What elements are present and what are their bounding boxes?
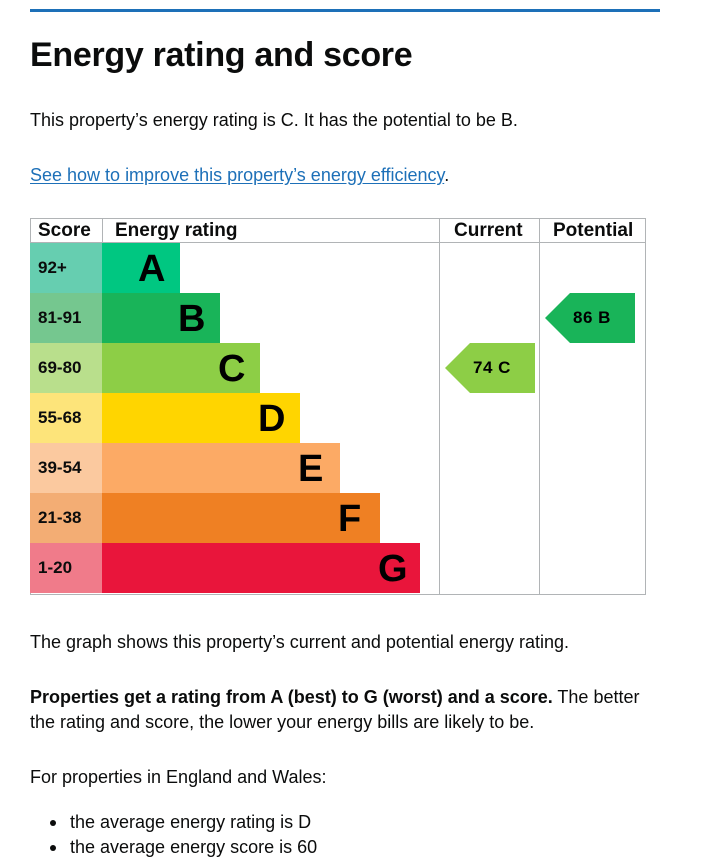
potential-arrow-shape [545, 293, 635, 343]
region-intro: For properties in England and Wales: [30, 767, 327, 787]
rating-explanation-line2: the rating and score, the lower your ene… [30, 712, 535, 732]
band-row-f: 21-38 F [30, 493, 439, 543]
band-row-g: 1-20 G [30, 543, 439, 593]
header-divider-score [102, 218, 103, 243]
band-bar-c [102, 343, 260, 393]
header-energy-rating: Energy rating [115, 220, 238, 241]
divider-potential [539, 218, 540, 594]
band-score-c: 69-80 [30, 343, 102, 393]
band-score-b: 81-91 [30, 293, 102, 343]
band-letter-f: F [338, 498, 362, 540]
page-title: Energy rating and score [30, 36, 413, 74]
band-letter-a: A [138, 248, 166, 290]
graph-note: The graph shows this property’s current … [30, 632, 569, 652]
band-score-d: 55-68 [30, 393, 102, 443]
header-current: Current [454, 220, 523, 241]
band-letter-d: D [258, 398, 286, 440]
bullet-icon [50, 845, 56, 851]
band-bar-a [102, 243, 180, 293]
bullet-text-score: the average energy score is 60 [70, 837, 318, 857]
rating-explanation-rest: The better [552, 687, 640, 707]
bullet-icon [50, 820, 56, 826]
energy-rating-chart: Score Energy rating Current Potential 92… [30, 218, 646, 595]
rating-explanation-bold: Properties get a rating from A (best) to… [30, 687, 553, 707]
rating-summary: This property’s energy rating is C. It h… [30, 110, 518, 130]
header-underline [30, 242, 645, 243]
band-bar-f [102, 493, 380, 543]
header-potential: Potential [553, 220, 634, 241]
band-score-f: 21-38 [30, 493, 102, 543]
band-score-e: 39-54 [30, 443, 102, 493]
current-arrow-shape [445, 343, 535, 393]
average-stats-list: the average energy rating is D the avera… [30, 810, 317, 860]
section-top-rule [30, 9, 660, 12]
band-row-d: 55-68 D [30, 393, 439, 443]
potential-rating-arrow: 86 B [545, 293, 635, 343]
list-item: the average energy rating is D [30, 810, 317, 835]
band-letter-e: E [298, 448, 324, 490]
band-bar-g [102, 543, 420, 593]
band-row-a: 92+ A [30, 243, 439, 293]
band-letter-g: G [378, 548, 408, 590]
band-bar-e [102, 443, 340, 493]
band-bar-d [102, 393, 300, 443]
divider-current [439, 218, 440, 594]
link-suffix: . [444, 165, 450, 185]
band-row-b: 81-91 B [30, 293, 439, 343]
potential-rating-label: 86 B [573, 308, 611, 327]
list-item: the average energy score is 60 [30, 835, 317, 860]
rating-explanation: Properties get a rating from A (best) to… [30, 685, 639, 735]
band-score-g: 1-20 [30, 543, 102, 593]
band-score-a: 92+ [30, 243, 102, 293]
band-row-c: 69-80 C [30, 343, 439, 393]
bullet-text-rating: the average energy rating is D [70, 812, 312, 832]
improve-link-line: See how to improve this property’s energ… [30, 165, 449, 186]
current-rating-label: 74 C [473, 358, 511, 377]
band-bar-b [102, 293, 220, 343]
band-letter-c: C [218, 348, 246, 390]
header-score: Score [38, 220, 91, 241]
current-rating-arrow: 74 C [445, 343, 535, 393]
band-row-e: 39-54 E [30, 443, 439, 493]
improve-efficiency-link[interactable]: See how to improve this property’s energ… [30, 165, 445, 185]
band-letter-b: B [178, 298, 206, 340]
